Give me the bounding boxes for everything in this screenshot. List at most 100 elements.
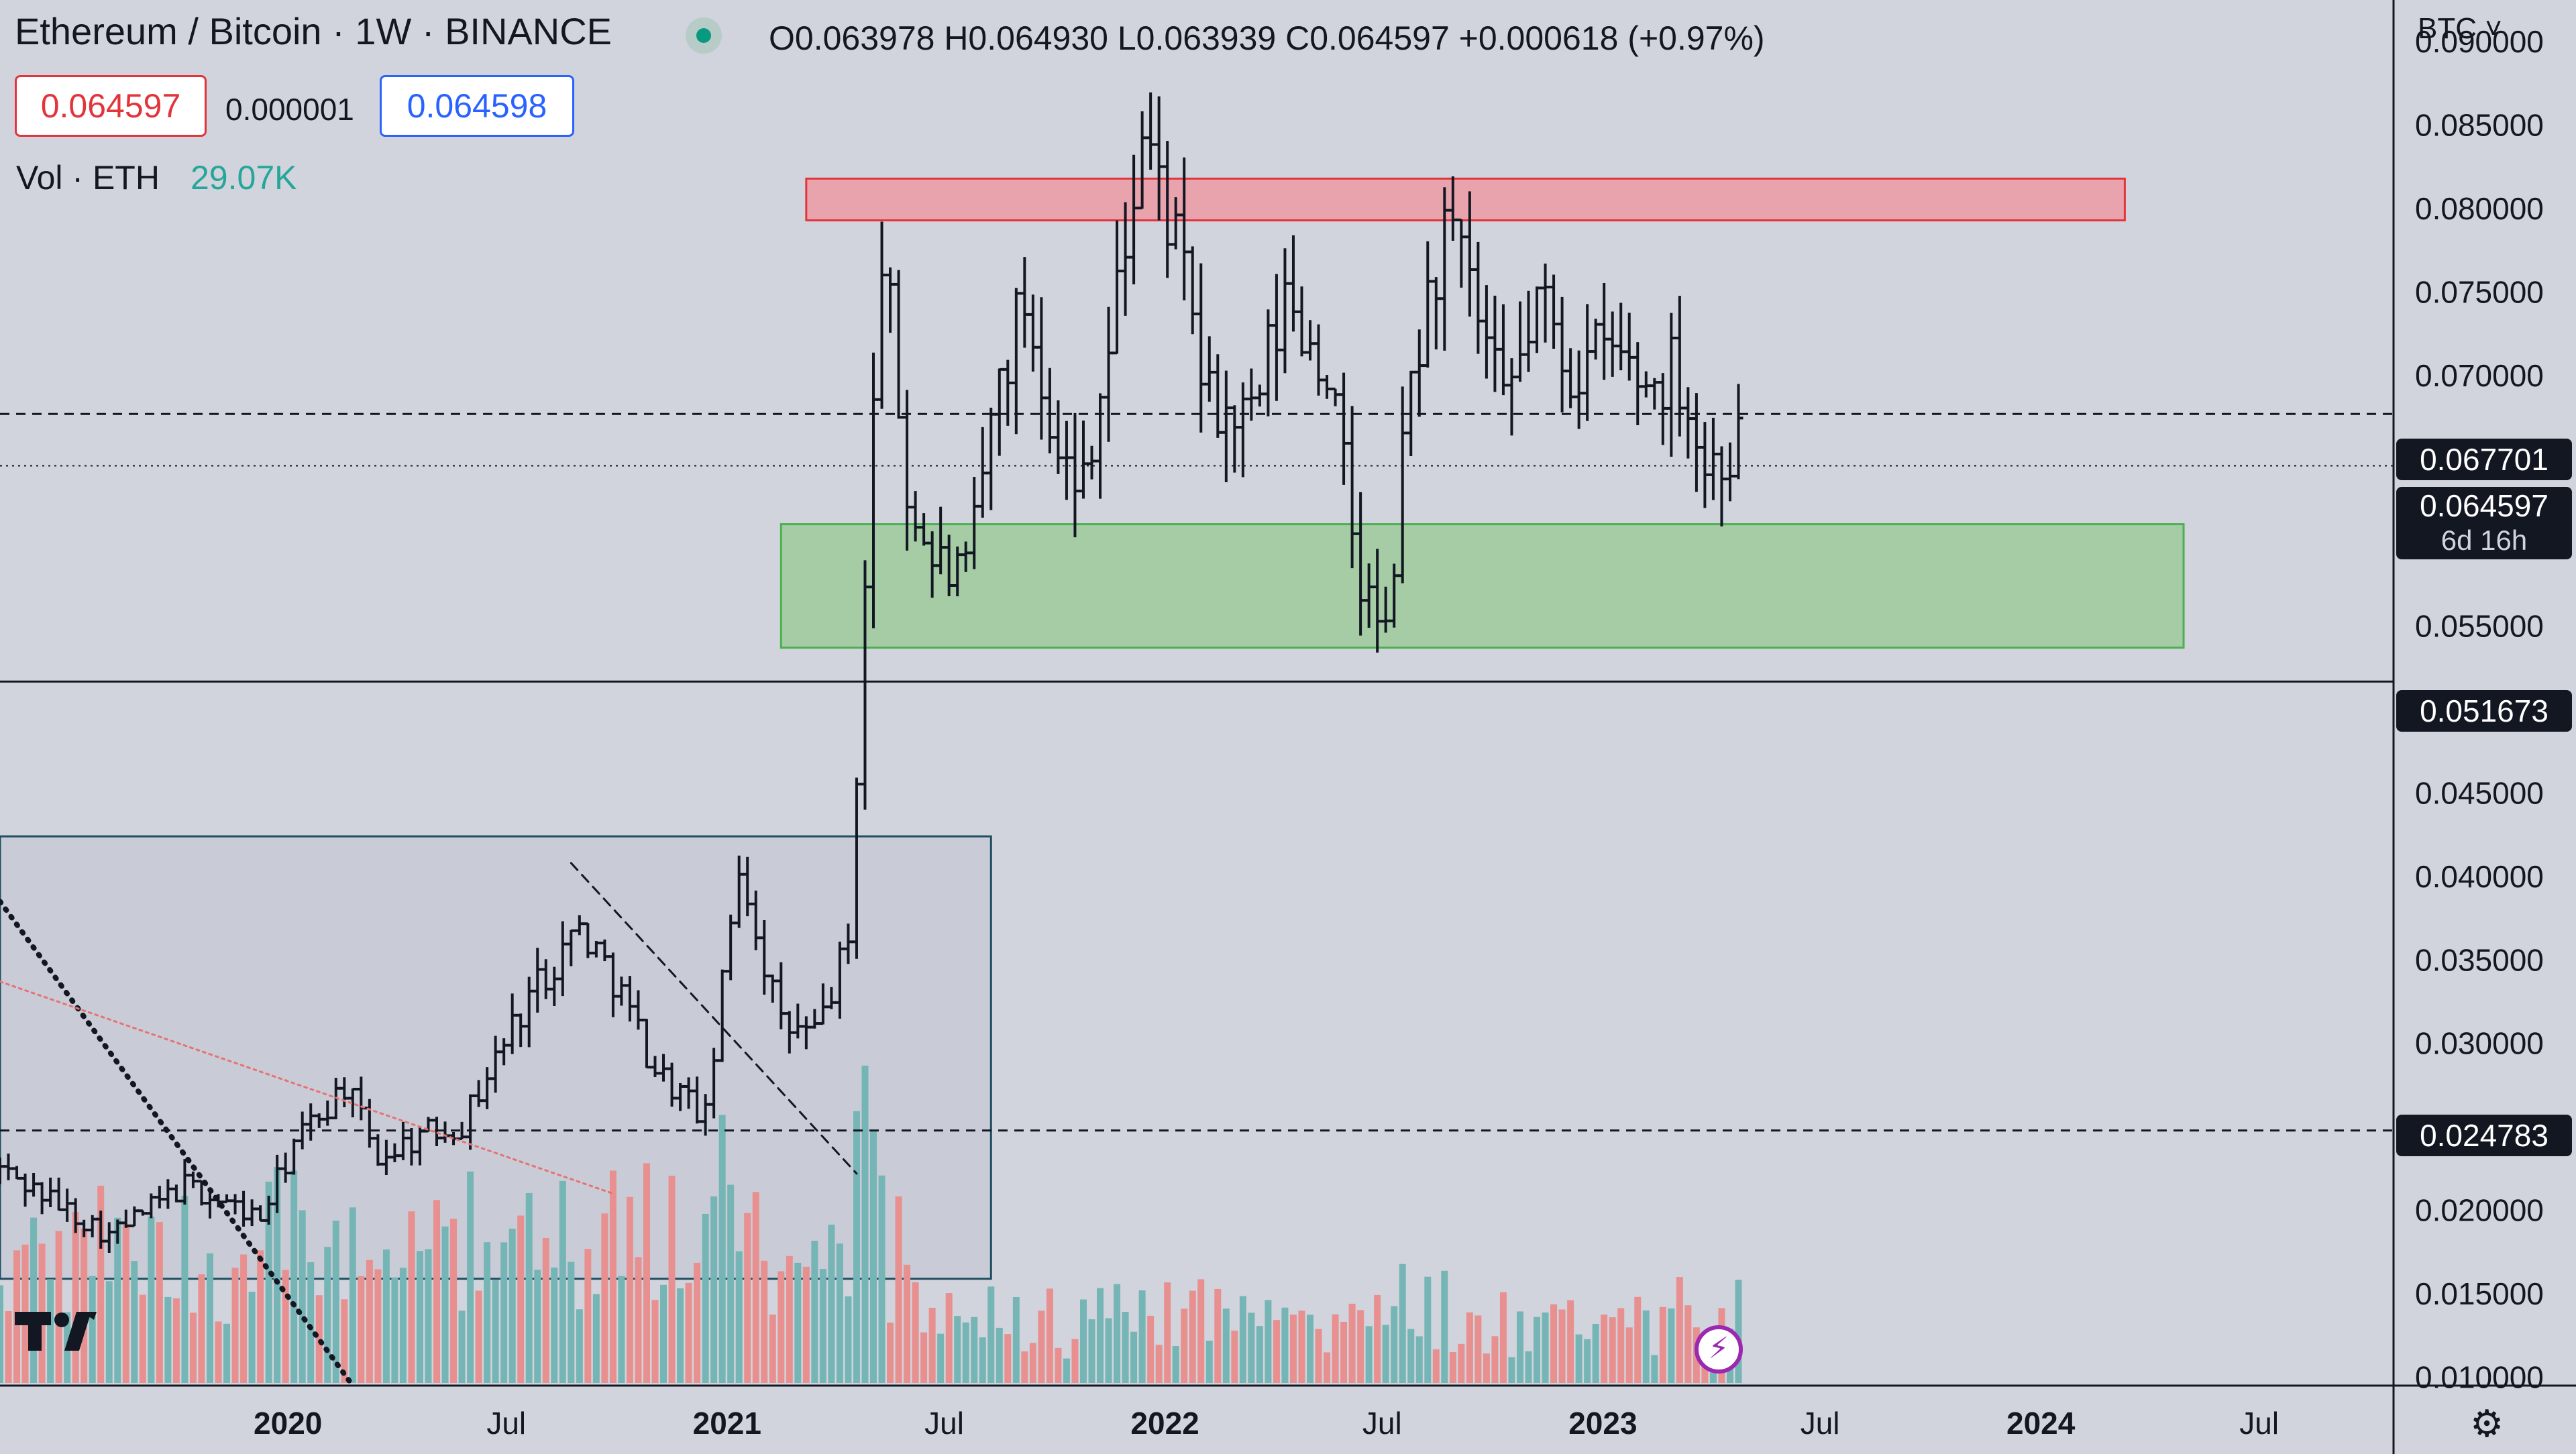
volume-bar xyxy=(1130,1331,1138,1383)
volume-bar xyxy=(1231,1331,1238,1383)
y-tick-label: 0.080000 xyxy=(2415,191,2544,226)
volume-bar xyxy=(1138,1290,1146,1383)
volume-bar xyxy=(786,1255,793,1383)
volume-bar xyxy=(315,1295,323,1383)
sell-price-button[interactable]: 0.064597 xyxy=(15,75,207,137)
volume-bar xyxy=(1289,1315,1297,1383)
volume-bar xyxy=(819,1269,826,1383)
last-price-label: 0.064597 6d 16h xyxy=(2396,487,2572,559)
volume-bar xyxy=(895,1196,902,1383)
volume-bar xyxy=(576,1309,583,1383)
volume-bar xyxy=(441,1226,449,1383)
x-tick-label: 2021 xyxy=(693,1406,761,1441)
volume-bar xyxy=(1097,1288,1104,1383)
volume-bar xyxy=(878,1175,885,1383)
volume-bar xyxy=(1155,1345,1163,1383)
volume-bar xyxy=(484,1242,491,1383)
volume-bar xyxy=(408,1211,415,1383)
volume-bar xyxy=(1449,1351,1456,1383)
y-tick-label: 0.015000 xyxy=(2415,1276,2544,1311)
volume-bar xyxy=(299,1210,306,1383)
y-tick-label: 0.055000 xyxy=(2415,608,2544,643)
volume-bar xyxy=(349,1207,356,1383)
volume-bar xyxy=(1676,1277,1683,1383)
volume-bar xyxy=(828,1224,835,1383)
volume-bar xyxy=(1642,1310,1650,1383)
volume-bar xyxy=(987,1286,995,1383)
volume-bar xyxy=(626,1196,633,1383)
last-price-value: 0.064597 xyxy=(2420,488,2548,523)
volume-bar xyxy=(1189,1290,1196,1383)
volume-bar xyxy=(0,1285,3,1383)
volume-bar xyxy=(954,1316,961,1383)
volume-bar xyxy=(122,1224,129,1383)
y-tick-label: 0.030000 xyxy=(2415,1026,2544,1061)
volume-bar xyxy=(710,1196,718,1383)
tradingview-logo-icon[interactable] xyxy=(15,1308,106,1358)
volume-bar xyxy=(324,1247,331,1383)
volume-bar xyxy=(928,1307,936,1383)
currency-selector[interactable]: BTC ˅ xyxy=(2418,12,2502,45)
volume-bar xyxy=(1214,1288,1222,1383)
volume-bar xyxy=(1542,1312,1549,1383)
buy-price-button[interactable]: 0.064598 xyxy=(380,75,574,137)
volume-bar xyxy=(1273,1320,1280,1383)
x-tick-label: Jul xyxy=(1362,1406,1402,1441)
volume-bar xyxy=(853,1111,860,1383)
volume-bar xyxy=(492,1280,499,1383)
volume-bar xyxy=(265,1181,272,1383)
volume-bar xyxy=(1114,1284,1121,1383)
volume-bar xyxy=(1391,1306,1398,1383)
x-tick-label: Jul xyxy=(1801,1406,1840,1441)
trendline-1 xyxy=(570,862,858,1175)
volume-bar xyxy=(651,1300,659,1383)
volume-bar xyxy=(668,1176,676,1383)
ohlc-readout: O0.063978 H0.064930 L0.063939 C0.064597 … xyxy=(769,19,1765,57)
volume-bar xyxy=(1382,1325,1389,1383)
volume-bar xyxy=(47,1279,54,1383)
volume-bar xyxy=(215,1321,222,1383)
volume-bar xyxy=(231,1268,239,1383)
volume-bar xyxy=(274,1167,281,1383)
volume-bar xyxy=(1021,1351,1028,1383)
volume-bar xyxy=(1256,1326,1263,1383)
volume-bar xyxy=(425,1249,432,1383)
volume-bar xyxy=(1634,1296,1642,1383)
lightning-icon[interactable]: ⚡ xyxy=(1695,1325,1743,1374)
volume-bar xyxy=(458,1310,466,1383)
volume-bar xyxy=(1004,1334,1012,1383)
volume-bar xyxy=(1474,1315,1482,1383)
volume-bar xyxy=(971,1317,978,1383)
gear-icon[interactable]: ⚙ xyxy=(2470,1402,2504,1445)
volume-value: 29.07K xyxy=(191,159,297,197)
resistance-zone xyxy=(805,177,2126,222)
volume-bar xyxy=(332,1221,339,1383)
volume-bar xyxy=(912,1282,919,1383)
volume-bar xyxy=(1205,1341,1213,1383)
trendline-3 xyxy=(0,981,614,1195)
volume-bar xyxy=(870,1131,877,1383)
volume-bar xyxy=(72,1211,79,1383)
volume-bar xyxy=(1332,1314,1339,1383)
volume-bar xyxy=(156,1222,163,1383)
volume-bar xyxy=(1684,1305,1692,1383)
volume-bar xyxy=(1584,1339,1591,1383)
volume-bar xyxy=(1508,1357,1515,1383)
volume-bar xyxy=(131,1261,138,1383)
x-tick-label: 2022 xyxy=(1130,1406,1199,1441)
volume-bar xyxy=(30,1217,38,1383)
volume-bar xyxy=(1609,1317,1616,1383)
volume-bar xyxy=(114,1217,121,1383)
volume-bar xyxy=(525,1192,533,1383)
volume-bar xyxy=(5,1310,12,1383)
volume-bar xyxy=(290,1170,298,1383)
volume-bar xyxy=(382,1249,390,1383)
volume-bar xyxy=(1122,1312,1129,1383)
volume-bar xyxy=(198,1274,205,1383)
volume-bar xyxy=(811,1241,818,1383)
volume-bar xyxy=(307,1262,315,1383)
volume-bar xyxy=(1592,1323,1599,1383)
volume-bar xyxy=(248,1292,256,1383)
